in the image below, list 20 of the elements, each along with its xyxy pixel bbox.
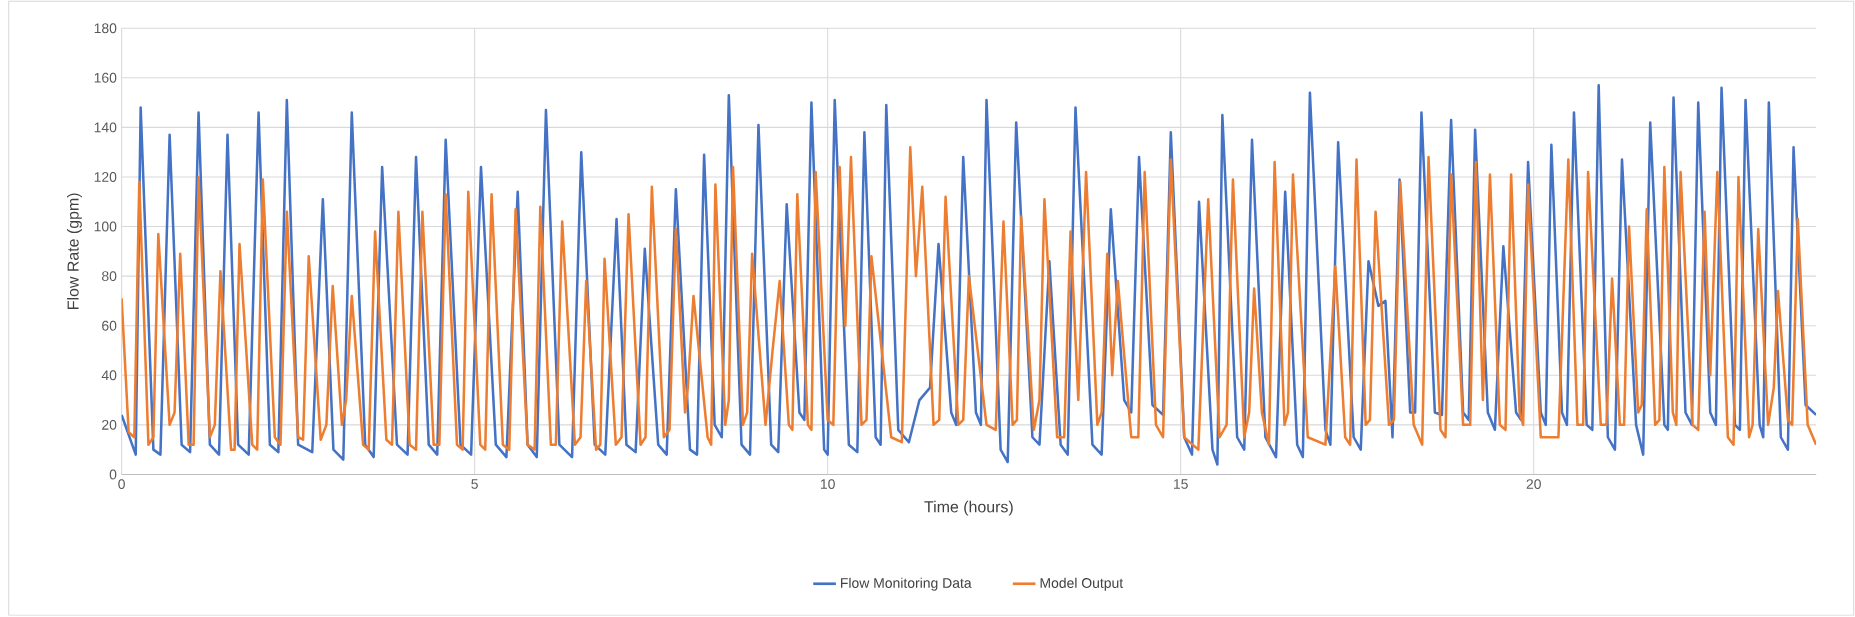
y-tick-label: 80 xyxy=(102,271,117,282)
x-tick-label: 15 xyxy=(1174,479,1188,490)
x-tick-label: 5 xyxy=(471,479,478,490)
x-axis-title: Time (hours) xyxy=(924,501,1013,516)
x-tick-label: 0 xyxy=(118,479,125,490)
x-tick-label: 20 xyxy=(1526,479,1541,490)
y-tick-label: 160 xyxy=(94,73,117,83)
x-tick-label: 10 xyxy=(820,479,835,490)
y-tick-label: 0 xyxy=(109,469,117,480)
legend-label: Flow Monitoring Data xyxy=(841,577,972,591)
y-tick-label: 100 xyxy=(94,221,117,232)
y-tick-label: 60 xyxy=(102,321,117,331)
y-tick-label: 140 xyxy=(94,122,117,133)
legend-label: Model Output xyxy=(1040,577,1124,591)
y-tick-label: 40 xyxy=(101,370,117,381)
line-series xyxy=(121,146,1817,452)
y-tick-label: 120 xyxy=(94,172,117,183)
y-axis-title: Flow Rate (gpm) xyxy=(67,193,82,310)
y-tick-label: 20 xyxy=(102,420,117,431)
y-tick-label: 180 xyxy=(94,23,117,34)
